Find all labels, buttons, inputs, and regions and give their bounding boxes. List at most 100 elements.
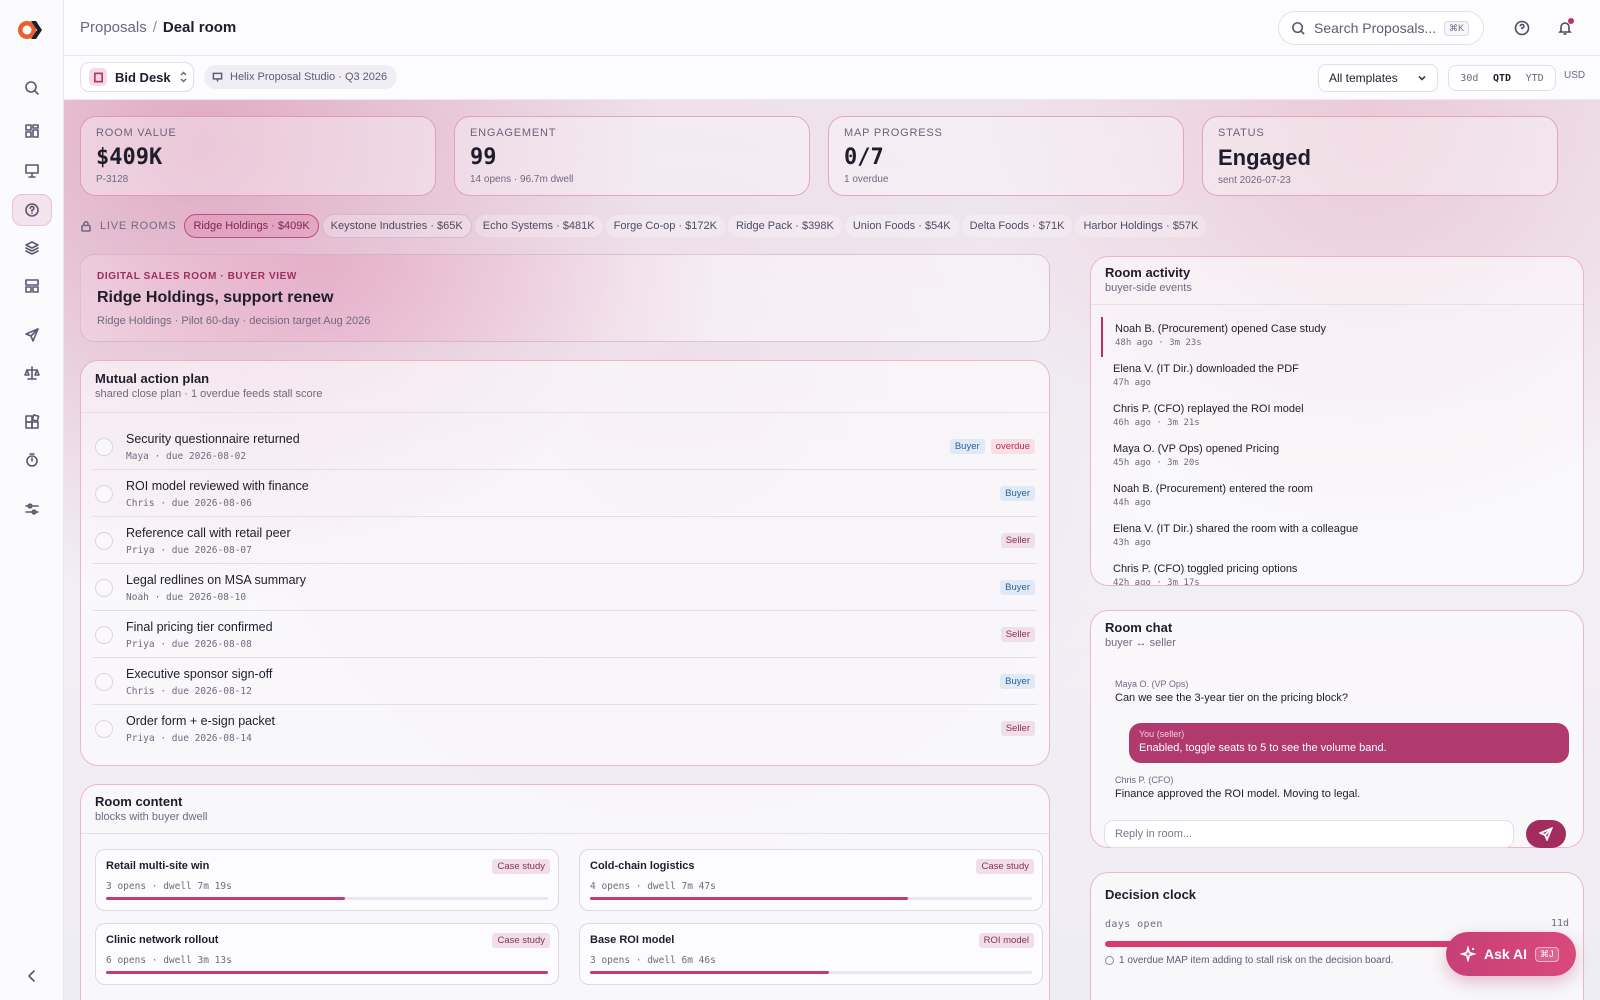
task-tags: Seller — [1000, 533, 1035, 548]
task-meta: Priya · due 2026-08-14 — [126, 733, 252, 744]
task-tags: Seller — [1000, 627, 1035, 642]
task-checkbox[interactable] — [95, 485, 113, 503]
activity-event: Maya O. (VP Ops) opened Pricing 45h ago ·… — [1101, 437, 1583, 477]
kpi-sub: P-3128 — [96, 174, 129, 185]
nav-layers-icon[interactable] — [12, 232, 52, 264]
task-tags: Buyer — [1000, 486, 1035, 501]
activity-header: Room activity buyer-side events — [1091, 257, 1583, 305]
top-header: Proposals / Deal room ⌘K — [64, 0, 1600, 56]
help-icon[interactable] — [1512, 18, 1532, 38]
search-input[interactable] — [1314, 20, 1444, 36]
chevron-down-icon — [1418, 75, 1426, 81]
task-checkbox[interactable] — [95, 438, 113, 456]
block-meta: 3 opens · dwell 7m 19s — [106, 881, 232, 892]
room-chip[interactable]: Delta Foods · $71K — [961, 215, 1073, 237]
deal-hero: DIGITAL SALES ROOM · BUYER VIEW Ridge Ho… — [80, 254, 1050, 342]
nav-layout-icon[interactable] — [12, 270, 52, 302]
nav-help-icon[interactable] — [12, 194, 52, 226]
nav-presentation-icon[interactable] — [12, 155, 52, 187]
template-select[interactable]: All templates — [1318, 64, 1438, 92]
task-checkbox[interactable] — [95, 720, 113, 738]
content-block[interactable]: Clinic network rollout 6 opens · dwell 3… — [95, 923, 559, 985]
kpi-label: ENGAGEMENT — [470, 127, 557, 139]
range-ytd[interactable]: YTD — [1525, 72, 1544, 84]
room-chip[interactable]: Union Foods · $54K — [844, 215, 959, 237]
app-logo-icon[interactable] — [17, 18, 45, 42]
dwell-fill — [106, 897, 345, 900]
owner-badge: Buyer — [1000, 580, 1035, 595]
owner-badge: Buyer — [949, 439, 985, 454]
studio-badge: Helix Proposal Studio · Q3 2026 — [204, 65, 398, 89]
dwell-bar — [106, 897, 548, 900]
task-checkbox[interactable] — [95, 579, 113, 597]
message-text: Can we see the 3-year tier on the pricin… — [1115, 692, 1348, 704]
content-block[interactable]: Cold-chain logistics 4 opens · dwell 7m … — [579, 849, 1043, 911]
template-select-value: All templates — [1329, 71, 1398, 85]
content-subtitle: blocks with buyer dwell — [95, 811, 208, 823]
chevron-up-down-icon — [180, 71, 187, 83]
kpi-sub: sent 2026-07-23 — [1218, 175, 1291, 186]
nav-send-icon[interactable] — [12, 319, 52, 351]
room-chip[interactable]: Echo Systems · $481K — [474, 215, 603, 237]
event-meta: 44h ago — [1113, 498, 1151, 508]
map-subtitle: shared close plan · 1 overdue feeds stal… — [95, 388, 323, 400]
task-checkbox[interactable] — [95, 532, 113, 550]
task-meta: Priya · due 2026-08-07 — [126, 545, 252, 556]
task-row: Final pricing tier confirmed Priya · due… — [93, 611, 1037, 658]
activity-event: Chris P. (CFO) toggled pricing options 42… — [1101, 557, 1583, 585]
task-title: Final pricing tier confirmed — [126, 620, 273, 634]
room-chip[interactable]: Ridge Holdings · $409K — [184, 214, 319, 238]
mutual-action-plan: Mutual action plan shared close plan · 1… — [80, 360, 1050, 766]
activity-event: Elena V. (IT Dir.) shared the room with … — [1101, 517, 1583, 557]
content-block[interactable]: Base ROI model 3 opens · dwell 6m 46s RO… — [579, 923, 1043, 985]
room-chip[interactable]: Keystone Industries · $65K — [321, 214, 472, 238]
kpi-sub: 14 opens · 96.7m dwell — [470, 174, 574, 185]
room-activity: Room activity buyer-side events Noah B. … — [1090, 256, 1584, 586]
breadcrumb-separator: / — [152, 19, 157, 36]
room-content: Room content blocks with buyer dwell Ret… — [80, 784, 1050, 1000]
currency-label[interactable]: USD — [1564, 70, 1586, 81]
nav-timer-icon[interactable] — [12, 444, 52, 476]
range-30d[interactable]: 30d — [1460, 72, 1479, 84]
activity-event: Elena V. (IT Dir.) downloaded the PDF 47h… — [1101, 357, 1583, 397]
collapse-sidebar-icon[interactable] — [12, 960, 52, 992]
task-title: Legal redlines on MSA summary — [126, 573, 306, 587]
task-title: Order form + e-sign packet — [126, 714, 276, 728]
room-chip[interactable]: Ridge Pack · $398K — [727, 215, 842, 237]
task-checkbox[interactable] — [95, 673, 113, 691]
clock-note-text: 1 overdue MAP item adding to stall risk … — [1119, 955, 1394, 966]
info-ring-icon — [1105, 956, 1114, 965]
lock-icon — [81, 221, 91, 232]
bell-icon[interactable] — [1555, 18, 1575, 38]
task-row: Reference call with retail peer Priya · … — [93, 517, 1037, 564]
room-chip[interactable]: Forge Co-op · $172K — [605, 215, 725, 237]
room-chip[interactable]: Harbor Holdings · $57K — [1075, 215, 1207, 237]
kpi-status: STATUS Engaged sent 2026-07-23 — [1202, 116, 1558, 196]
ask-ai-label: Ask AI — [1484, 946, 1528, 962]
task-tags: Buyer — [1000, 674, 1035, 689]
chat-reply-input[interactable] — [1104, 820, 1514, 848]
nav-sliders-icon[interactable] — [12, 493, 52, 525]
kpi-engagement: ENGAGEMENT 99 14 opens · 96.7m dwell — [454, 116, 810, 196]
task-checkbox[interactable] — [95, 626, 113, 644]
nav-blocks-icon[interactable] — [12, 406, 52, 438]
ask-ai-button[interactable]: Ask AI ⌘J — [1446, 932, 1576, 976]
event-meta: 47h ago — [1113, 378, 1151, 388]
breadcrumb-proposals[interactable]: Proposals — [80, 19, 147, 36]
owner-badge: Seller — [1000, 627, 1035, 642]
task-row: Order form + e-sign packet Priya · due 2… — [93, 705, 1037, 752]
event-meta: 46h ago · 3m 21s — [1113, 418, 1200, 428]
desk-switcher[interactable]: Bid Desk — [80, 62, 194, 92]
clock-note: 1 overdue MAP item adding to stall risk … — [1105, 955, 1393, 966]
nav-grid-icon[interactable] — [12, 115, 52, 147]
nav-scale-icon[interactable] — [12, 357, 52, 389]
nav-search-icon[interactable] — [12, 72, 52, 104]
content-block[interactable]: Retail multi-site win 3 opens · dwell 7m… — [95, 849, 559, 911]
event-text: Maya O. (VP Ops) opened Pricing — [1113, 443, 1280, 455]
message-author: Maya O. (VP Ops) — [1115, 679, 1189, 689]
search-box[interactable]: ⌘K — [1278, 11, 1484, 45]
send-button[interactable] — [1526, 820, 1566, 848]
presentation-icon — [212, 72, 223, 82]
range-qtd[interactable]: QTD — [1492, 72, 1512, 84]
chat-header: Room chat buyer ↔ seller — [1091, 611, 1583, 659]
